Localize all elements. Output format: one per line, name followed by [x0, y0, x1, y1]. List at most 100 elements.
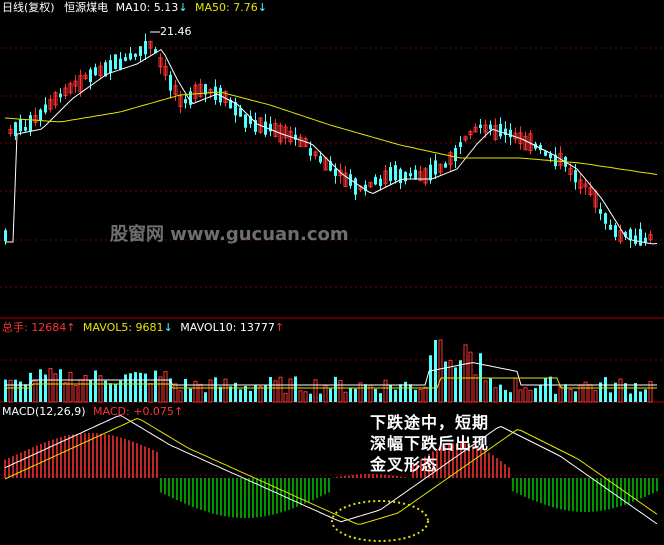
volume-bar [249, 390, 252, 402]
volume-bar [223, 378, 228, 403]
candle [313, 151, 318, 157]
volume-bar [343, 391, 348, 403]
volume-bar [444, 361, 447, 402]
candle [648, 234, 653, 241]
candle [614, 225, 617, 237]
candle [78, 75, 83, 93]
candle [73, 80, 78, 87]
candle [154, 49, 157, 54]
volume-bar [379, 393, 382, 402]
annotation-line-3: 金叉形态 [370, 455, 439, 474]
candle [554, 154, 557, 167]
volume-bar [648, 381, 653, 403]
candle [68, 83, 73, 94]
candle [568, 168, 573, 175]
candle [134, 53, 137, 57]
ma10-line [5, 48, 658, 245]
volume-bar [429, 355, 432, 402]
candle [509, 129, 512, 138]
candle [48, 99, 53, 110]
candle [319, 155, 322, 163]
volume-bar [513, 377, 518, 403]
candle [269, 123, 272, 132]
ma50-arrow-icon: ↓ [257, 1, 267, 14]
candle [109, 60, 112, 73]
mavol10-label: MAVOL10: 13777 [180, 321, 275, 334]
volume-bar [254, 385, 257, 402]
volume-bar [599, 382, 602, 402]
candle [599, 209, 602, 214]
candle [63, 87, 68, 97]
annotation-line-2: 深幅下跌后出现 [370, 434, 490, 453]
volume-bar [528, 389, 533, 403]
annotation-line-1: 下跌途中，短期 [370, 413, 490, 432]
volume-bar [158, 376, 163, 403]
volume-bar [364, 384, 367, 402]
candle [409, 173, 412, 177]
candle [334, 168, 337, 176]
volume-bar [184, 378, 187, 402]
volume-bar [4, 379, 7, 402]
volume-bar [313, 379, 318, 403]
volume-header: 总手: 12684↑ MAVOL5: 9681↓ MAVOL10: 13777↑ [2, 321, 284, 335]
candle [309, 147, 312, 156]
candle [89, 69, 92, 83]
volume-bar [329, 388, 332, 402]
ma50-line [4, 91, 658, 176]
volume-bar [59, 369, 62, 402]
candle [489, 124, 492, 130]
candle [394, 165, 397, 181]
volume-bar [239, 389, 242, 402]
volume-bar [463, 344, 468, 403]
candle [588, 187, 593, 195]
candle [644, 237, 647, 243]
volume-bar [29, 372, 32, 402]
candle [119, 58, 122, 70]
volume-bar [208, 379, 213, 403]
candle [329, 161, 332, 171]
candle [8, 128, 13, 135]
volume-bar [454, 367, 457, 402]
candle [184, 99, 187, 104]
golden-cross-highlight [331, 500, 429, 542]
high-price-label: 21.46 [160, 25, 192, 38]
price-header: 日线(复权) 恒源煤电 MA10: 5.13↓ MA50: 7.76↓ [2, 1, 267, 15]
volume-bar [129, 373, 132, 402]
candle [618, 230, 623, 242]
candle [544, 151, 547, 156]
period-label[interactable]: 日线(复权) [2, 1, 55, 14]
candle [343, 172, 348, 188]
volume-bar [283, 392, 288, 403]
volume-bar [629, 393, 632, 402]
candle [468, 131, 473, 136]
candle [139, 46, 142, 56]
candle [493, 125, 498, 140]
candle [429, 164, 432, 181]
candle [214, 86, 217, 101]
candle [523, 135, 528, 151]
volume-bar [394, 389, 397, 402]
candle [283, 126, 288, 139]
volume-bar [73, 385, 78, 403]
volume-bar [504, 389, 507, 402]
candle [639, 228, 642, 246]
candle [14, 122, 17, 137]
candle [4, 230, 7, 242]
candle [244, 114, 247, 128]
volume-bar [193, 380, 198, 403]
dea-line [4, 417, 658, 525]
volume-bar [163, 371, 168, 403]
volume-bar [554, 393, 557, 402]
volume-bar [63, 382, 68, 403]
watermark: 股窗网 www.gucuan.com [110, 224, 349, 245]
volume-bar [19, 381, 22, 402]
volume-bar [139, 372, 142, 402]
volume-bar [399, 384, 402, 402]
candle [29, 115, 32, 132]
candle [249, 116, 252, 124]
volume-bar [98, 375, 103, 403]
candle [418, 171, 423, 182]
candle [104, 62, 107, 77]
macd-arrow-icon: ↑ [173, 405, 184, 418]
